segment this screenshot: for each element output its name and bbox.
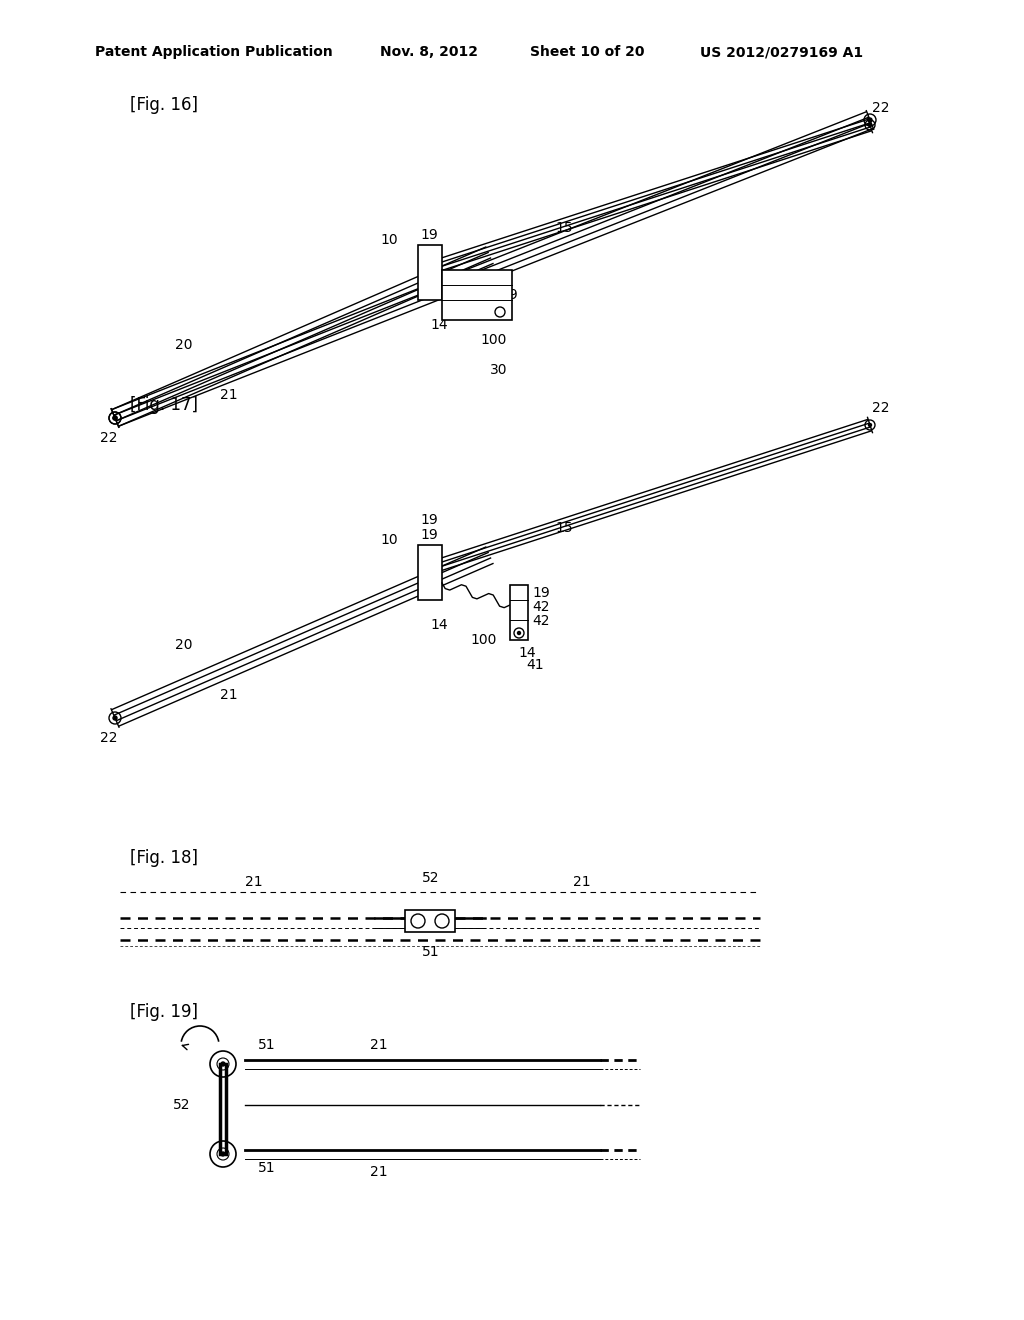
Text: 20: 20	[175, 338, 193, 352]
Circle shape	[868, 124, 871, 127]
Circle shape	[113, 416, 117, 420]
Text: 42: 42	[532, 614, 550, 628]
Text: 22: 22	[100, 432, 118, 445]
Text: US 2012/0279169 A1: US 2012/0279169 A1	[700, 45, 863, 59]
Text: 10: 10	[380, 234, 397, 247]
Text: 21: 21	[370, 1166, 388, 1179]
Text: 21: 21	[220, 688, 238, 702]
Text: 41: 41	[526, 657, 544, 672]
Text: 22: 22	[872, 401, 890, 414]
Text: [Fig. 16]: [Fig. 16]	[130, 96, 198, 114]
Text: 22: 22	[872, 102, 890, 115]
Circle shape	[113, 715, 117, 719]
FancyBboxPatch shape	[418, 246, 442, 300]
Text: 21: 21	[370, 1038, 388, 1052]
Text: 51: 51	[422, 945, 439, 960]
Text: 100: 100	[470, 634, 497, 647]
Text: 19: 19	[420, 513, 437, 527]
Circle shape	[517, 631, 520, 635]
Text: 14: 14	[430, 618, 447, 632]
Text: Nov. 8, 2012: Nov. 8, 2012	[380, 45, 478, 59]
Text: [Fig. 19]: [Fig. 19]	[130, 1003, 198, 1020]
Circle shape	[221, 1063, 225, 1067]
Text: 52: 52	[422, 871, 439, 884]
Text: 20: 20	[175, 638, 193, 652]
Text: 21: 21	[220, 388, 238, 403]
Text: 42: 42	[532, 601, 550, 614]
Circle shape	[221, 1152, 225, 1156]
Circle shape	[868, 424, 871, 426]
Text: Sheet 10 of 20: Sheet 10 of 20	[530, 45, 644, 59]
Text: 30: 30	[490, 363, 508, 378]
Text: 19: 19	[420, 528, 437, 543]
Text: 21: 21	[573, 875, 591, 888]
Text: 14: 14	[430, 318, 447, 333]
Text: 14: 14	[518, 645, 536, 660]
Text: 21: 21	[245, 875, 262, 888]
Text: [Fig. 18]: [Fig. 18]	[130, 849, 198, 867]
Text: 10: 10	[380, 533, 397, 546]
Text: 100: 100	[480, 333, 507, 347]
FancyBboxPatch shape	[406, 909, 455, 932]
Text: 19: 19	[420, 228, 437, 242]
Text: [Fig. 17]: [Fig. 17]	[130, 396, 198, 414]
Text: 15: 15	[555, 521, 572, 535]
Text: 19: 19	[500, 288, 518, 302]
Circle shape	[113, 416, 117, 420]
Text: 22: 22	[100, 731, 118, 744]
FancyBboxPatch shape	[418, 545, 442, 601]
Text: Patent Application Publication: Patent Application Publication	[95, 45, 333, 59]
Text: 51: 51	[258, 1038, 275, 1052]
Text: 52: 52	[173, 1098, 190, 1111]
Text: 51: 51	[258, 1162, 275, 1175]
Text: 19: 19	[532, 586, 550, 601]
FancyBboxPatch shape	[442, 271, 512, 319]
FancyBboxPatch shape	[510, 585, 528, 640]
Circle shape	[868, 117, 872, 121]
Text: 15: 15	[555, 220, 572, 235]
